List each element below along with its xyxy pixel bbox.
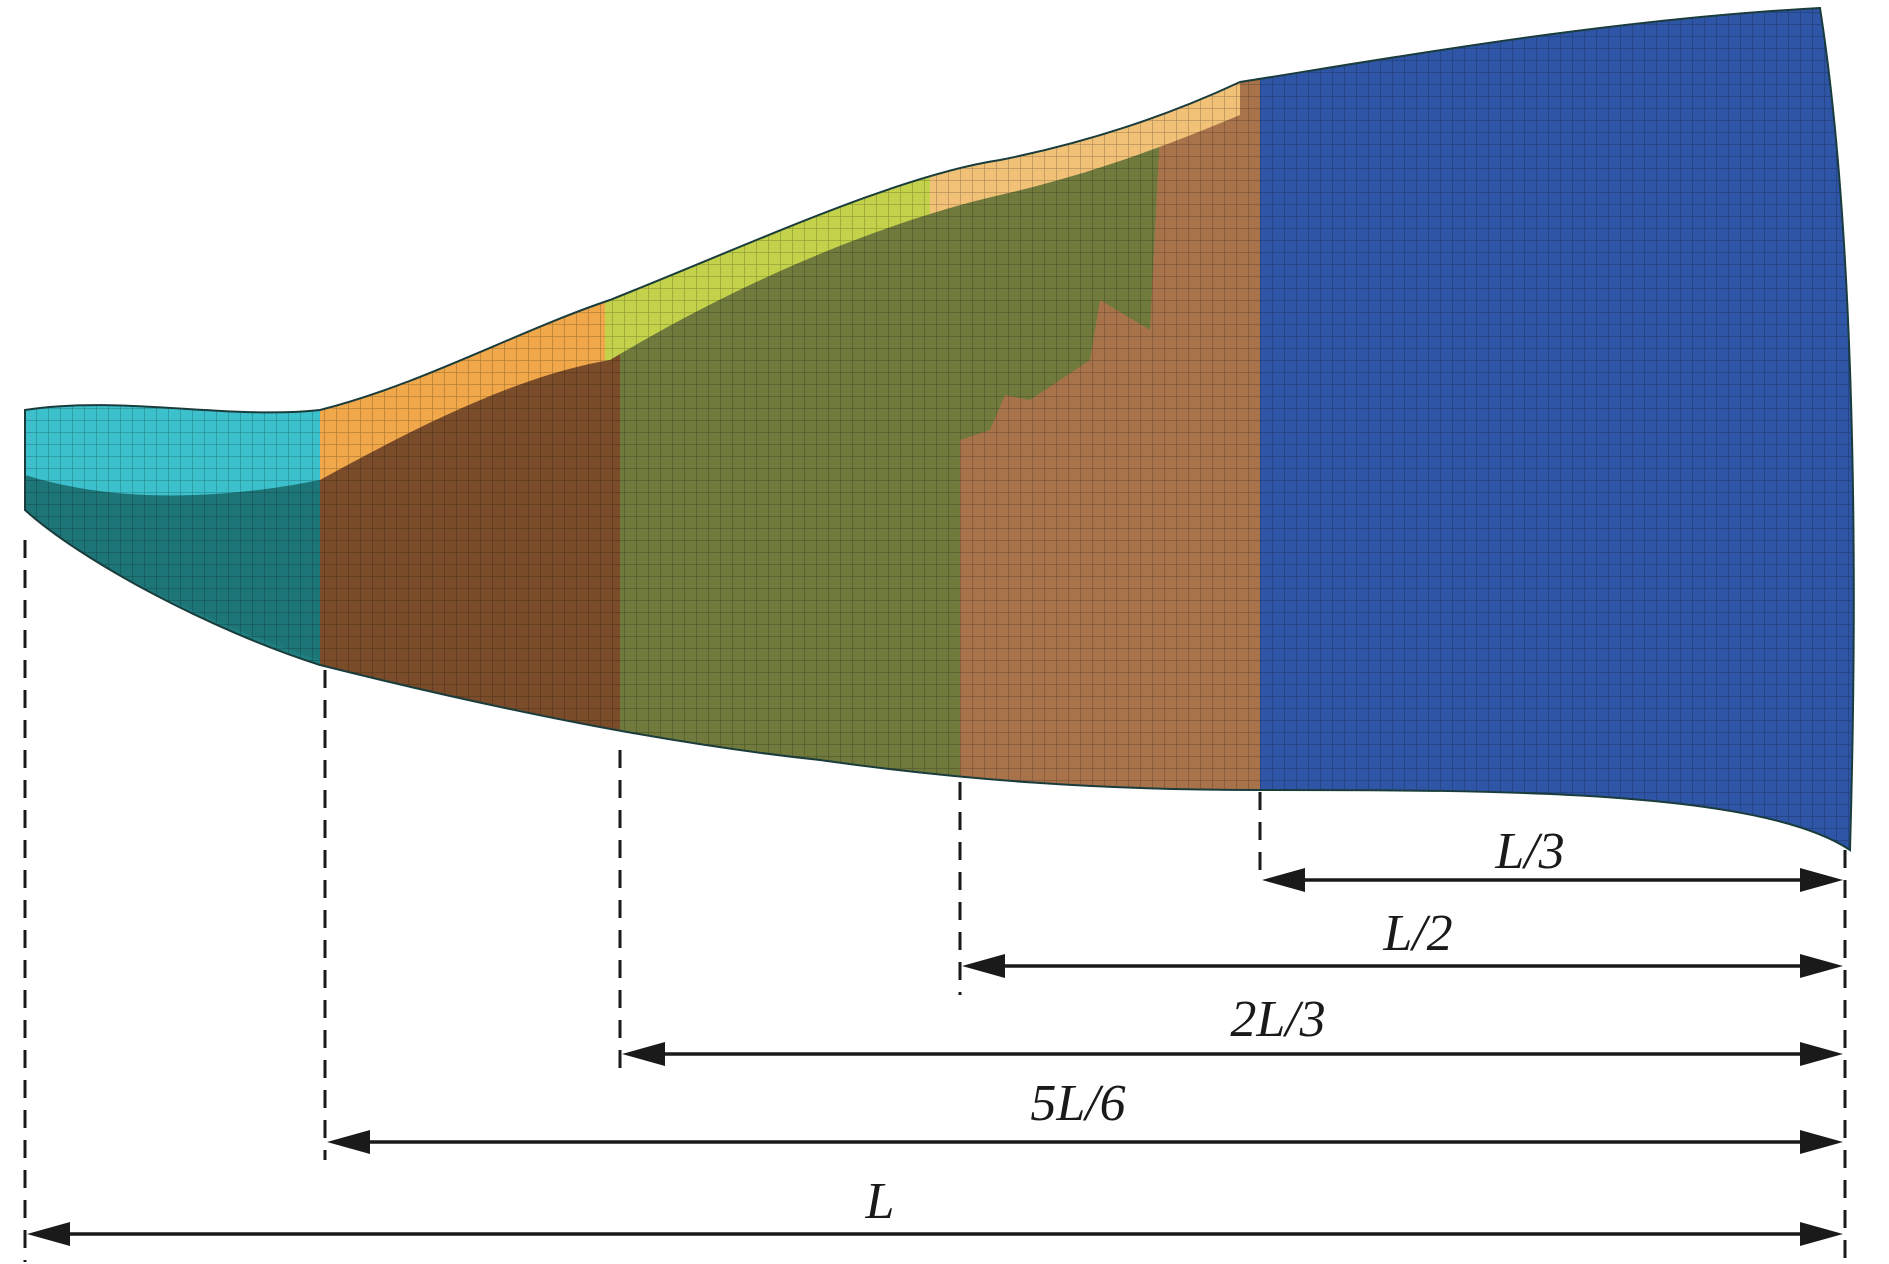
dimension-label-2L3: 2L/3 [1230,991,1325,1048]
dimension-label-L: L [865,1173,895,1230]
dimension-L2: L/2 [962,905,1843,978]
dimension-5L6: 5L/6 [327,1075,1843,1154]
blade-outline [24,6,1855,852]
dimension-label-5L6: 5L/6 [1030,1075,1125,1132]
dimension-2L3: 2L/3 [622,991,1843,1066]
dimension-label-L3: L/3 [1494,823,1564,880]
extension-lines [23,540,1847,1262]
dimension-L3: L/3 [1262,823,1843,892]
dimension-L: L [27,1173,1843,1246]
dimension-label-L2: L/2 [1382,905,1452,962]
dimensions: L/3 L/2 2L/3 5L/6 L [27,823,1843,1246]
